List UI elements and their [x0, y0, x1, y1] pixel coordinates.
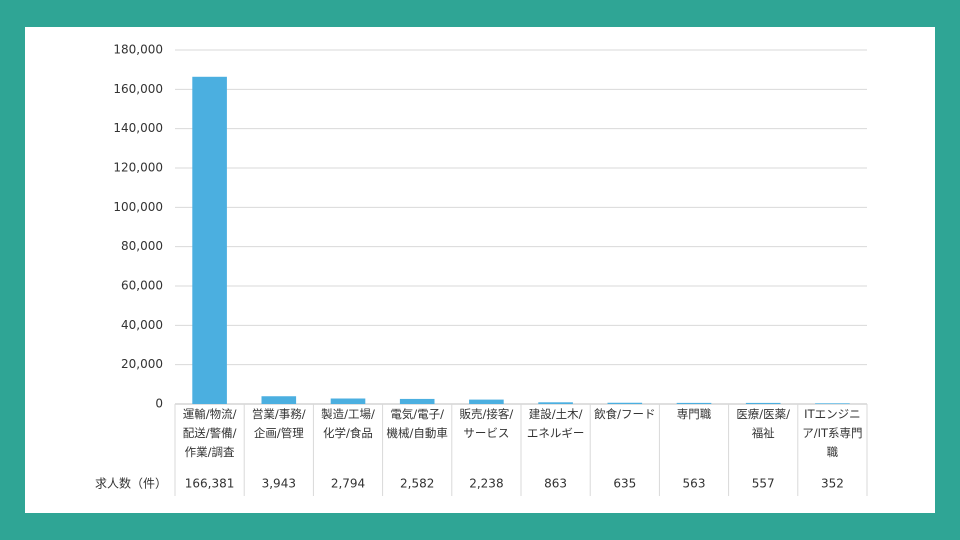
- y-tick-label: 180,000: [113, 43, 163, 57]
- y-tick-label: 120,000: [113, 161, 163, 175]
- value-label: 166,381: [185, 477, 235, 491]
- x-tick-label: 運輸/物流/配送/警備/作業/調査: [182, 407, 237, 459]
- x-tick-label: 医療/医薬/福祉: [736, 407, 791, 440]
- value-label: 2,794: [331, 477, 365, 491]
- y-tick-label: 0: [155, 397, 163, 411]
- x-tick-label: 専門職: [676, 407, 712, 421]
- value-label: 635: [613, 477, 636, 491]
- y-tick-label: 100,000: [113, 200, 163, 214]
- x-tick-label: 製造/工場/化学/食品: [321, 407, 375, 440]
- x-tick-label: ITエンジニア/IT系専門職: [802, 407, 863, 459]
- bar: [399, 398, 435, 404]
- value-label: 3,943: [262, 477, 296, 491]
- value-label: 352: [821, 477, 844, 491]
- bar: [538, 402, 573, 404]
- panel: [25, 27, 935, 513]
- value-label: 557: [752, 477, 775, 491]
- bar: [330, 398, 366, 404]
- y-tick-label: 40,000: [121, 318, 163, 332]
- x-tick-label: 販売/接客/サービス: [459, 407, 514, 440]
- value-label: 563: [683, 477, 706, 491]
- bar: [745, 402, 781, 404]
- value-label: 2,582: [400, 477, 434, 491]
- y-tick-label: 20,000: [121, 357, 163, 371]
- x-tick-label: 建設/土木/エネルギー: [526, 407, 585, 440]
- y-tick-label: 60,000: [121, 279, 163, 293]
- row-label: 求人数（件）: [95, 476, 167, 491]
- y-tick-label: 140,000: [113, 121, 163, 135]
- x-tick-label: 電気/電子/機械/自動車: [386, 407, 448, 440]
- value-label: 863: [544, 477, 567, 491]
- bar: [469, 399, 504, 404]
- bar: [607, 402, 643, 404]
- bar: [192, 76, 227, 405]
- y-tick-label: 80,000: [121, 239, 163, 253]
- x-tick-label: 飲食/フード: [594, 407, 656, 421]
- y-tick-label: 160,000: [113, 82, 163, 96]
- bar: [676, 402, 712, 404]
- x-tick-label: 営業/事務/企画/管理: [251, 407, 306, 440]
- value-label: 2,238: [469, 477, 503, 491]
- bar: [261, 396, 297, 404]
- bar: [815, 403, 850, 404]
